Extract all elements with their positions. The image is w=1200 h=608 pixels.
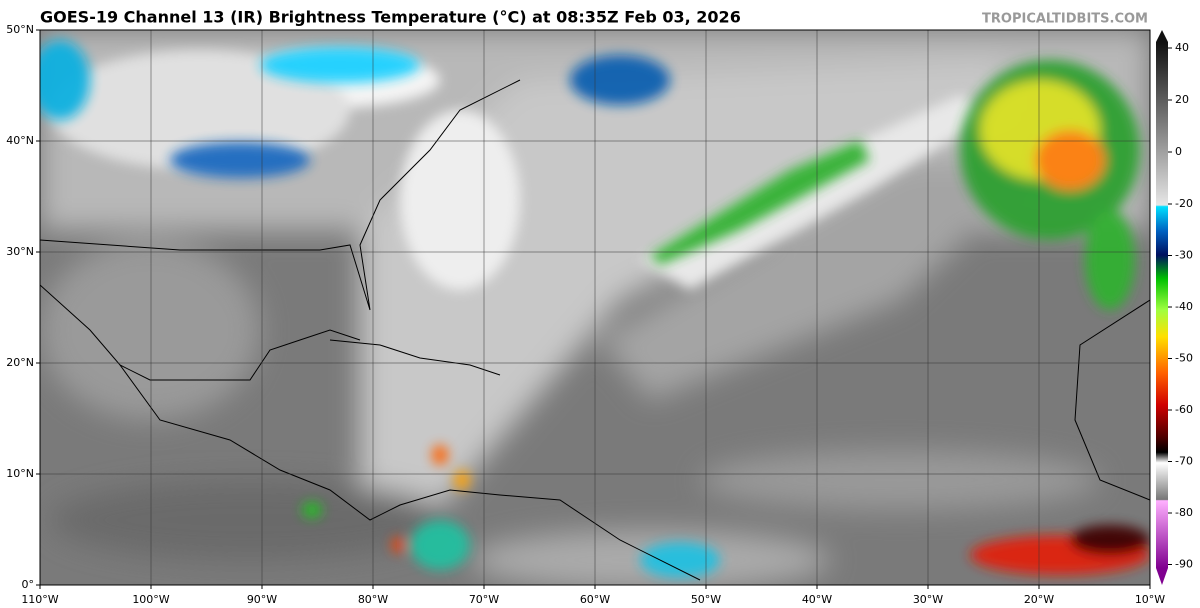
labels: 50°N 40°N 30°N 20°N 10°N 0° 110°W 100°W 90°W 80°W… bbox=[6, 23, 1193, 606]
lon-label: 20°W bbox=[1024, 593, 1054, 606]
lon-label: 60°W bbox=[580, 593, 610, 606]
colorbar-top bbox=[1156, 30, 1168, 42]
colorbar-label: 0 bbox=[1175, 145, 1182, 158]
lon-label: 40°W bbox=[802, 593, 832, 606]
lon-label: 100°W bbox=[132, 593, 169, 606]
lon-label: 80°W bbox=[358, 593, 388, 606]
lon-label: 90°W bbox=[247, 593, 277, 606]
colorbar-bottom bbox=[1156, 568, 1168, 585]
lat-label: 40°N bbox=[6, 134, 34, 147]
graticule bbox=[40, 30, 1150, 585]
colorbar-label: -90 bbox=[1175, 558, 1193, 571]
coastlines bbox=[40, 79, 1150, 581]
colorbar-label: -30 bbox=[1175, 249, 1193, 262]
colorbar-label: -70 bbox=[1175, 455, 1193, 468]
lon-label: 50°W bbox=[691, 593, 721, 606]
lat-label: 0° bbox=[22, 578, 35, 591]
colorbar-label: -50 bbox=[1175, 352, 1193, 365]
colorbar-label: 40 bbox=[1175, 41, 1189, 54]
lat-label: 20°N bbox=[6, 356, 34, 369]
colorbar-label: -20 bbox=[1175, 197, 1193, 210]
watermark: TROPICALTIDBITS.COM bbox=[982, 12, 1148, 27]
title: GOES-19 Channel 13 (IR) Brightness Tempe… bbox=[40, 8, 741, 27]
colorbar-label: -40 bbox=[1175, 300, 1193, 313]
lon-label: 30°W bbox=[913, 593, 943, 606]
lon-label: 10°W bbox=[1135, 593, 1165, 606]
lat-label: 10°N bbox=[6, 467, 34, 480]
colorbar-label: 20 bbox=[1175, 93, 1189, 106]
colorbar-label: -60 bbox=[1175, 403, 1193, 416]
lat-label: 50°N bbox=[6, 23, 34, 36]
lat-label: 30°N bbox=[6, 245, 34, 258]
lon-label: 110°W bbox=[21, 593, 58, 606]
imagery bbox=[40, 30, 1150, 585]
colorbar bbox=[1156, 42, 1168, 568]
colorbar-label: -80 bbox=[1175, 506, 1193, 519]
lon-label: 70°W bbox=[469, 593, 499, 606]
